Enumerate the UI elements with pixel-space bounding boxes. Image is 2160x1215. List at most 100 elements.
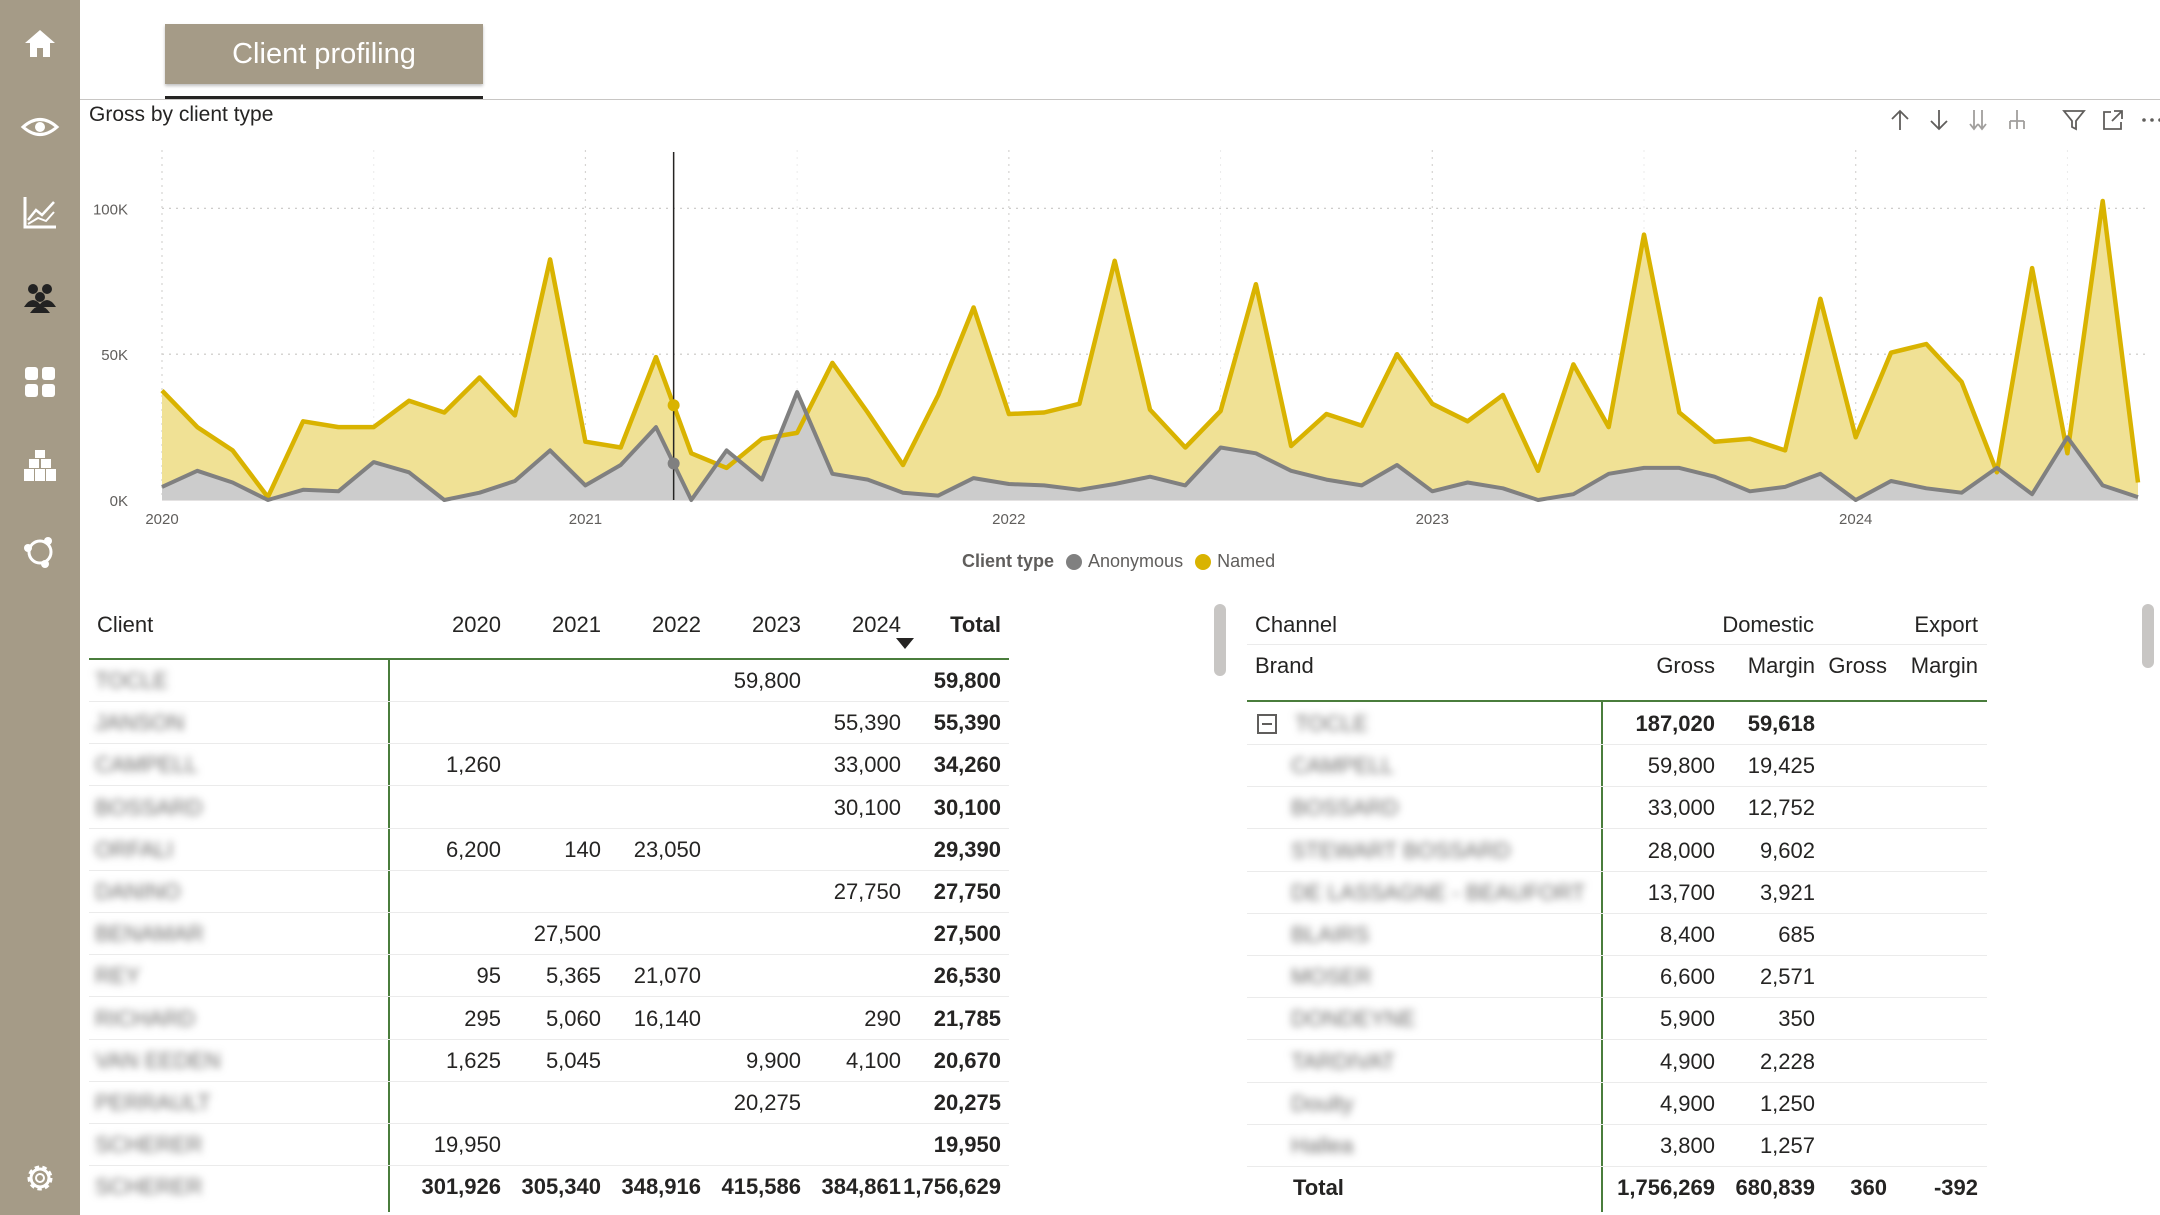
- gear-icon[interactable]: [18, 1156, 62, 1200]
- cell-total: 34,260: [933, 752, 1001, 778]
- channel-table-scrollbar[interactable]: [2142, 604, 2154, 668]
- table-row[interactable]: BOSSARD 33,000 12,752: [1247, 787, 1987, 830]
- total-row[interactable]: SCHERER 301,926 305,340 348,916 415,586 384,8…: [89, 1166, 1009, 1208]
- cell-margin: 1,257: [1759, 1133, 1815, 1158]
- named-series-line[interactable]: [160, 198, 2141, 500]
- table-row[interactable]: CAMPELL 59,800 19,425: [1247, 745, 1987, 788]
- column-header-domestic[interactable]: Domestic: [1722, 612, 1814, 637]
- column-header-2021[interactable]: 2021: [552, 612, 601, 637]
- table-row[interactable]: DE LASSAGNE - BEAUFORT 13,700 3,921: [1247, 872, 1987, 914]
- client-table-scrollbar[interactable]: [1214, 604, 1226, 676]
- legend-named-label[interactable]: Named: [1217, 551, 1276, 571]
- column-header-2023[interactable]: 2023: [752, 612, 801, 637]
- table-row[interactable]: VAN EEDEN 1,625 5,045 9,900 4,100 20,670: [89, 1040, 1009, 1082]
- filter-icon[interactable]: [2058, 104, 2089, 135]
- table-row[interactable]: BOSSARD 30,100 30,100: [89, 787, 1009, 829]
- table-row[interactable]: CAMPELL 1,260 33,000 34,260: [89, 744, 1009, 787]
- total-export-gross: 360: [1850, 1175, 1887, 1201]
- table-row[interactable]: STEWART BOSSARD 28,000 9,602: [1247, 830, 1987, 872]
- table-row[interactable]: TARDIVAT 4,900 2,228: [1247, 1041, 1987, 1083]
- home-icon[interactable]: [18, 22, 62, 66]
- cell-y2023: 20,275: [733, 1090, 801, 1115]
- brand-name: Hallea: [1291, 1133, 1354, 1158]
- table-row[interactable]: Doulty 4,900 1,250: [1247, 1083, 1987, 1125]
- cell-margin: 2,571: [1759, 964, 1815, 990]
- line-chart-icon[interactable]: [18, 190, 62, 234]
- cell-y2021: 305,340: [521, 1174, 601, 1200]
- cell-y2023: [701, 998, 801, 1040]
- column-header-domestic-margin[interactable]: Margin: [1747, 653, 1815, 678]
- table-row[interactable]: DONDEYNE 5,900 350: [1247, 998, 1987, 1041]
- focus-mode-icon[interactable]: [2097, 104, 2128, 135]
- cell-y2021: [501, 1082, 601, 1124]
- table-row[interactable]: RICHARD 295 5,060 16,140 290 21,785: [89, 998, 1009, 1040]
- cell-gross: 5,900: [1659, 1006, 1715, 1032]
- cell-gross: 4,900: [1659, 1090, 1715, 1116]
- table-row[interactable]: REY 95 5,365 21,070 26,530: [89, 955, 1009, 998]
- cell-total: 30,100: [933, 794, 1001, 820]
- brand-group-row[interactable]: TOCLE 187,020 59,618: [1247, 703, 1987, 745]
- table-row[interactable]: DANINO 27,750 27,750: [89, 871, 1009, 913]
- column-header-2024[interactable]: 2024: [852, 612, 901, 637]
- column-header-brand[interactable]: Brand: [1255, 653, 1314, 678]
- boxes-icon[interactable]: [18, 445, 62, 489]
- expand-hierarchy-icon[interactable]: [2001, 104, 2032, 135]
- named-hover-point: [667, 399, 680, 412]
- total-export-margin: -392: [1933, 1175, 1978, 1201]
- table-row[interactable]: ORFALI 6,200 140 23,050 29,390: [89, 829, 1009, 871]
- people-icon[interactable]: [18, 275, 62, 319]
- collapse-icon[interactable]: [1257, 714, 1277, 734]
- column-header-channel[interactable]: Channel: [1255, 612, 1337, 637]
- series-areas: [162, 201, 2138, 500]
- column-header-export[interactable]: Export: [1914, 612, 1978, 637]
- column-header-total[interactable]: Total: [950, 612, 1001, 637]
- anonymous-series-line[interactable]: [161, 390, 2139, 502]
- table-row[interactable]: MOSER 6,600 2,571: [1247, 956, 1987, 999]
- grid-icon[interactable]: [18, 360, 62, 404]
- arrow-up-icon[interactable]: [1884, 104, 1915, 135]
- column-header-2020[interactable]: 2020: [452, 612, 501, 637]
- cell-y2020: 19,950: [433, 1132, 501, 1158]
- table-row[interactable]: TOCLE 59,800 59,800: [89, 660, 1009, 702]
- column-header-domestic-gross[interactable]: Gross: [1656, 653, 1715, 678]
- table-row[interactable]: Hallea 3,800 1,257: [1247, 1125, 1987, 1167]
- column-header-client[interactable]: Client: [97, 612, 154, 637]
- arrow-down-icon[interactable]: [1923, 104, 1954, 135]
- cell-y2022: [601, 871, 701, 913]
- group-gross: 187,020: [1635, 711, 1715, 736]
- visual-toolbar: [1884, 104, 2160, 135]
- legend-anonymous-label[interactable]: Anonymous: [1088, 551, 1184, 571]
- double-arrow-down-icon[interactable]: [1962, 104, 1993, 135]
- x-tick-label: 2022: [992, 511, 1025, 528]
- sort-descending-icon[interactable]: [896, 638, 914, 649]
- cell-y2023: [701, 744, 801, 786]
- more-options-icon[interactable]: [2136, 104, 2160, 135]
- cell-margin: 1,250: [1759, 1090, 1815, 1116]
- cell-y2022: 348,916: [621, 1174, 701, 1200]
- client-name: RICHARD: [95, 1005, 196, 1031]
- cell-y2021: 5,060: [545, 1005, 601, 1031]
- client-name: CAMPELL: [95, 752, 198, 778]
- network-icon[interactable]: [18, 530, 62, 574]
- table-row[interactable]: BLAIRS 8,400 685: [1247, 914, 1987, 956]
- column-header-2022[interactable]: 2022: [652, 612, 701, 637]
- table-row[interactable]: BENAMAR 27,500 27,500: [89, 913, 1009, 956]
- tab-client-profiling[interactable]: Client profiling: [165, 24, 483, 84]
- column-header-export-margin[interactable]: Margin: [1910, 653, 1978, 678]
- eye-icon[interactable]: [18, 105, 62, 149]
- area-chart[interactable]: 0K 50K 100K 2020 2021 2022 2023 2024: [80, 130, 2160, 580]
- cell-y2021: [501, 702, 601, 744]
- client-name: TOCLE: [95, 668, 168, 693]
- brand-name: DE LASSAGNE - BEAUFORT: [1291, 879, 1586, 905]
- cell-y2023: [701, 787, 801, 829]
- column-header-export-gross[interactable]: Gross: [1828, 653, 1887, 678]
- total-row[interactable]: Total 1,756,269 680,839 360 -392: [1247, 1167, 1987, 1209]
- client-name: BENAMAR: [95, 921, 204, 947]
- table-row[interactable]: JANSON 55,390 55,390: [89, 702, 1009, 745]
- cell-y2020: [389, 787, 501, 829]
- table-row[interactable]: SCHERER 19,950 19,950: [89, 1124, 1009, 1167]
- table-row[interactable]: PERRAULT 20,275 20,275: [89, 1082, 1009, 1124]
- cell-y2023: [701, 871, 801, 913]
- cell-y2024: 30,100: [833, 794, 901, 820]
- cell-y2020: 301,926: [421, 1174, 501, 1200]
